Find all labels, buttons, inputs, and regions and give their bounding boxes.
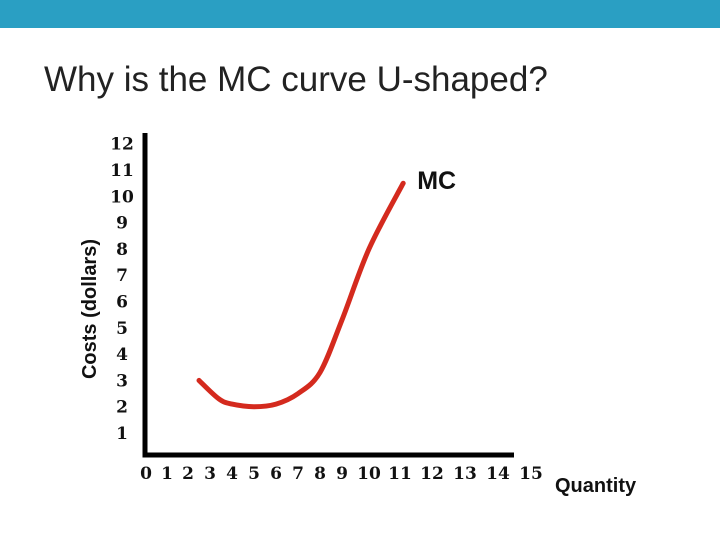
x-tick-label: 6 (270, 464, 282, 484)
x-tick-labels: 0 1 2 3 4 5 6 7 8 9 10 11 12 13 14 15 (140, 464, 543, 484)
x-tick-label: 0 (140, 464, 152, 484)
slide-top-bar (0, 0, 720, 28)
y-tick-label: 11 (110, 161, 134, 181)
y-tick-label: 1 (116, 424, 128, 444)
y-tick-label: 9 (116, 214, 128, 234)
x-axis-title: Quantity (555, 475, 637, 497)
x-tick-label: 9 (336, 464, 348, 484)
x-tick-label: 7 (292, 464, 304, 484)
x-tick-label: 5 (248, 464, 260, 484)
mc-series-label: MC (417, 167, 456, 195)
x-tick-label: 14 (486, 464, 510, 484)
y-tick-label: 12 (110, 135, 134, 155)
y-axis-title: Costs (dollars) (79, 239, 101, 379)
slide-title: Why is the MC curve U-shaped? (44, 60, 548, 99)
x-tick-label: 4 (226, 464, 238, 484)
mc-curve-line (196, 180, 406, 410)
y-tick-label: 4 (116, 345, 128, 365)
y-tick-label: 7 (116, 266, 128, 286)
x-tick-label: 13 (453, 464, 477, 484)
x-tick-label: 12 (420, 464, 444, 484)
y-tick-label: 3 (116, 371, 128, 391)
series-layer: MC (196, 167, 456, 410)
x-tick-label: 15 (519, 464, 543, 484)
x-tick-label: 3 (204, 464, 216, 484)
x-tick-label: 1 (161, 464, 173, 484)
y-tick-label: 6 (116, 293, 128, 313)
y-tick-label: 5 (116, 319, 128, 339)
x-tick-label: 10 (357, 464, 381, 484)
x-tick-label: 2 (182, 464, 194, 484)
y-tick-label: 8 (116, 240, 128, 260)
x-tick-label: 11 (388, 464, 412, 484)
y-tick-label: 10 (110, 187, 134, 207)
y-tick-label: 2 (116, 398, 128, 418)
x-tick-label: 8 (314, 464, 326, 484)
